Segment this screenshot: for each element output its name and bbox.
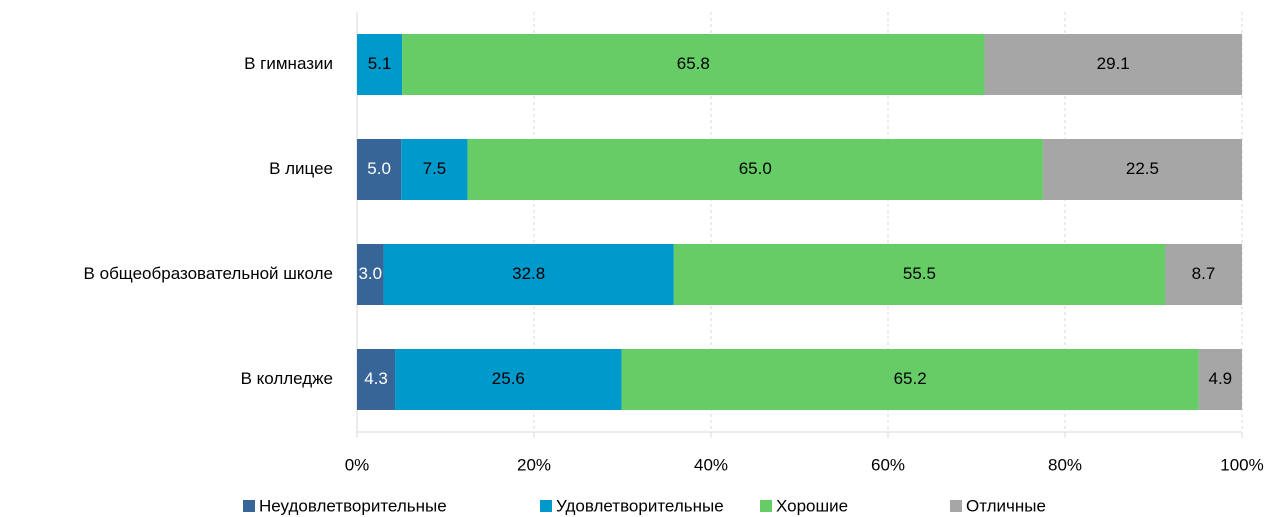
bar-segment: [402, 34, 985, 95]
legend-swatch: [540, 500, 552, 512]
bar-segment: [357, 349, 396, 410]
legend-label: Хорошие: [776, 496, 848, 515]
data-label: 8.7: [1192, 264, 1216, 283]
x-tick-label: 60%: [871, 455, 905, 474]
x-tick-label: 40%: [694, 455, 728, 474]
y-tick-label: В общеобразовательной школе: [84, 264, 333, 283]
legend-swatch: [950, 500, 962, 512]
data-label: 25.6: [492, 369, 525, 388]
x-tick-label: 0%: [345, 455, 370, 474]
legend-label: Неудовлетворительные: [259, 496, 447, 515]
legend-swatch: [243, 500, 255, 512]
bar-segment: [621, 349, 1199, 410]
bar-segment: [467, 139, 1043, 200]
x-tick-label: 80%: [1048, 455, 1082, 474]
bar-segment: [984, 34, 1242, 95]
data-label: 4.3: [364, 369, 388, 388]
data-label: 7.5: [423, 159, 447, 178]
bar-segment: [1165, 244, 1242, 305]
bar-segment: [357, 244, 384, 305]
data-label: 65.8: [677, 54, 710, 73]
data-label: 29.1: [1097, 54, 1130, 73]
bar-segment: [401, 139, 468, 200]
bar-segment: [357, 34, 403, 95]
legend-label: Отличные: [966, 496, 1046, 515]
x-tick-label: 20%: [517, 455, 551, 474]
x-tick-label: 100%: [1220, 455, 1263, 474]
bar-segment: [383, 244, 674, 305]
data-label: 65.0: [739, 159, 772, 178]
data-label: 5.0: [367, 159, 391, 178]
bar-segment: [673, 244, 1166, 305]
y-tick-label: В лицее: [269, 159, 333, 178]
bars: 5.1 65.8 29.1 5.0 7.5 65.0 22.5 3.0 32.8 55.5 8.7 4…: [357, 34, 1242, 410]
data-label: 22.5: [1126, 159, 1159, 178]
data-label: 65.2: [894, 369, 927, 388]
legend-swatch: [760, 500, 772, 512]
bar-segment: [357, 139, 402, 200]
bar-segment: [1042, 139, 1242, 200]
y-tick-label: В колледже: [241, 369, 333, 388]
legend-label: Удовлетворительные: [556, 496, 724, 515]
data-label: 32.8: [512, 264, 545, 283]
data-label: 5.1: [368, 54, 392, 73]
data-label: 55.5: [903, 264, 936, 283]
data-label: 3.0: [358, 264, 382, 283]
bar-segment: [395, 349, 622, 410]
data-label: 4.9: [1208, 369, 1232, 388]
y-tick-label: В гимназии: [244, 54, 333, 73]
bar-segment: [1198, 349, 1242, 410]
